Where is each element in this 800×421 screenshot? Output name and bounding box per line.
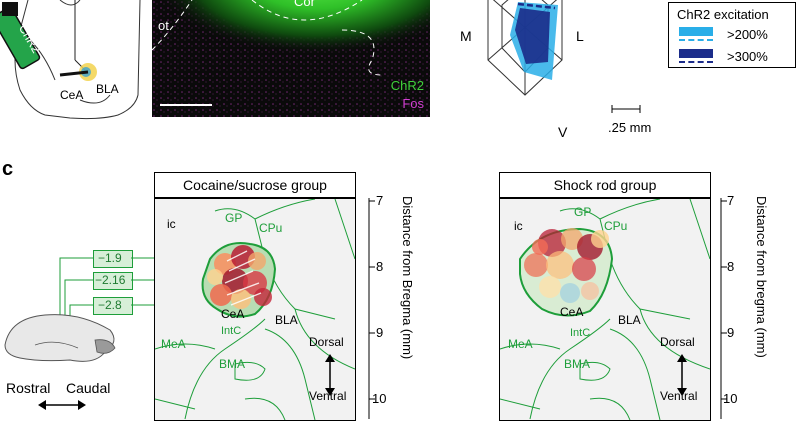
micrograph-fos-label: Fos xyxy=(402,96,424,111)
micrograph-graphics xyxy=(152,0,430,117)
rostral-caudal-arrow xyxy=(38,400,86,410)
axis-title: Distance from Bregma (mm) xyxy=(400,196,415,360)
tick-8: 8 xyxy=(376,259,384,274)
region-gp: GP xyxy=(225,211,243,225)
caudal-label: Caudal xyxy=(66,380,111,396)
bregma-value-2: −2.16 xyxy=(95,273,126,287)
region-intc: IntC xyxy=(221,325,242,337)
site-marks xyxy=(524,228,609,303)
polar-v-label: V xyxy=(558,124,568,140)
tick-9: 9 xyxy=(727,325,735,340)
dorsal-label: Dorsal xyxy=(309,335,344,349)
micrograph-chr2-label: ChR2 xyxy=(390,78,424,93)
panel-a-bla-label: BLA xyxy=(96,82,119,96)
polar-l-label: L xyxy=(576,28,584,44)
region-cea: CeA xyxy=(221,307,245,321)
map-title-box: Shock rod group xyxy=(499,172,711,198)
region-mea: MeA xyxy=(508,337,533,351)
bregma-value-3: −2.8 xyxy=(98,298,122,312)
dorsal-label: Dorsal xyxy=(660,335,695,349)
region-intc: IntC xyxy=(570,327,591,339)
polar-scale-label: .25 mm xyxy=(608,120,652,135)
optic-fiber xyxy=(0,2,41,70)
micrograph-cor-label: Cor xyxy=(294,0,315,9)
micrograph-ot-label: ot xyxy=(158,18,169,33)
ventral-label: Ventral xyxy=(309,389,347,403)
tick-9: 9 xyxy=(376,325,384,340)
tick-10: 10 xyxy=(372,391,387,406)
legend-dash-300 xyxy=(679,61,713,63)
panel-b-micrograph: Cor ot ChR2 Fos xyxy=(152,0,430,117)
panel-a-cea-label: CeA xyxy=(60,88,84,102)
polar-excitation-plot: M L V .25 mm ChR2 excitation >200% >300% xyxy=(440,0,800,145)
map-title: Cocaine/sucrose group xyxy=(183,177,327,193)
region-bla: BLA xyxy=(275,313,298,327)
ventral-label: Ventral xyxy=(660,389,698,403)
legend-dash-200 xyxy=(679,39,713,41)
region-mea: MeA xyxy=(161,337,186,351)
legend-swatch-300 xyxy=(679,49,713,58)
map-title-box: Cocaine/sucrose group xyxy=(154,172,356,198)
region-cpu: CPu xyxy=(259,221,283,235)
rostral-label: Rostral xyxy=(6,380,51,396)
legend-box: ChR2 excitation >200% >300% xyxy=(668,2,796,68)
tick-7: 7 xyxy=(727,193,735,208)
region-ic: ic xyxy=(167,217,176,231)
tick-7: 7 xyxy=(376,193,384,208)
atlas-frame: ic GP CPu CeA BLA MeA IntC BMA Dorsal Ve… xyxy=(499,198,711,421)
tick-10: 10 xyxy=(723,391,738,406)
tick-8: 8 xyxy=(727,259,735,274)
bregma-axis xyxy=(368,198,375,419)
bregma-box-1 xyxy=(93,250,133,268)
site-marks xyxy=(207,245,272,309)
legend-title: ChR2 excitation xyxy=(677,7,769,22)
region-gp: GP xyxy=(574,205,592,219)
region-cpu: CPu xyxy=(604,219,628,233)
map-title: Shock rod group xyxy=(553,177,657,193)
legend-swatch-200 xyxy=(679,27,713,36)
atlas-graphics xyxy=(500,199,710,420)
panel-c-letter: c xyxy=(2,158,14,180)
panel-a-schematic: ChR2 CeA BLA xyxy=(0,0,145,125)
polar-m-label: M xyxy=(460,28,472,44)
bregma-axis xyxy=(720,198,727,419)
polar-graphics xyxy=(487,0,641,113)
region-bma: BMA xyxy=(219,357,246,371)
bregma-value-1: −1.9 xyxy=(98,251,122,265)
legend-label-300: >300% xyxy=(727,49,768,64)
atlas-graphics xyxy=(155,199,355,420)
map-cocaine-sucrose: Cocaine/sucrose group xyxy=(150,172,415,421)
polar-area-300 xyxy=(515,8,550,64)
map-shock-rod: Shock rod group xyxy=(495,172,775,421)
axis-title: Distance from bregma (mm) xyxy=(754,196,769,358)
region-bla: BLA xyxy=(618,313,641,327)
legend-label-200: >200% xyxy=(727,27,768,42)
sagittal-brain-icon xyxy=(4,314,116,362)
region-cea: CeA xyxy=(560,305,584,319)
region-ic: ic xyxy=(514,219,523,233)
brain-coronal-outline xyxy=(0,0,141,120)
region-bma: BMA xyxy=(564,357,591,371)
atlas-frame: ic GP CPu CeA BLA MeA IntC BMA Dorsal Ve… xyxy=(154,198,356,421)
